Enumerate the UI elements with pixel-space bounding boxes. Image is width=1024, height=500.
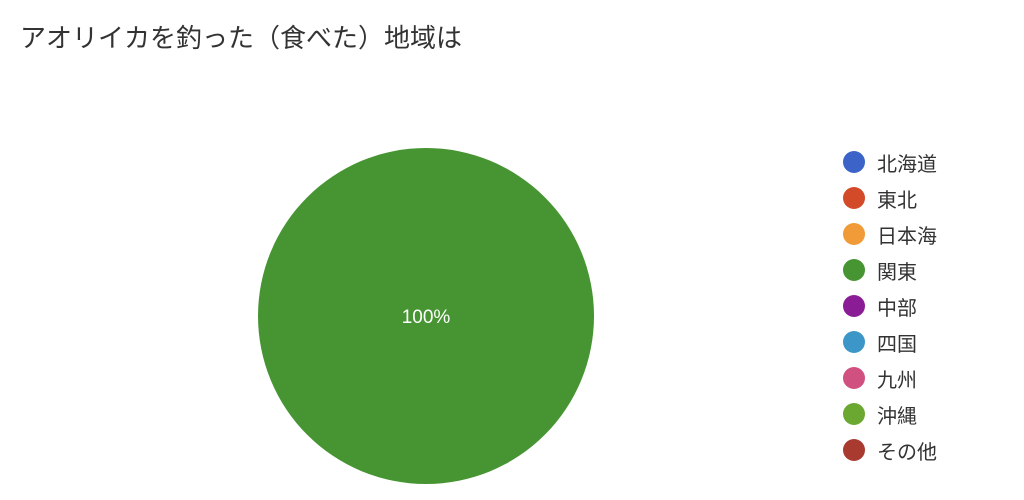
legend-swatch	[843, 295, 865, 317]
legend-item[interactable]: 北海道	[843, 144, 937, 180]
legend-label: 九州	[877, 367, 917, 392]
legend-label: 関東	[877, 259, 917, 284]
legend-swatch	[843, 403, 865, 425]
legend-label: 四国	[877, 331, 917, 356]
legend-label: 東北	[877, 187, 917, 212]
legend-label: 北海道	[877, 151, 937, 176]
legend-swatch	[843, 151, 865, 173]
legend-swatch	[843, 439, 865, 461]
legend-swatch	[843, 259, 865, 281]
legend-label: 中部	[877, 295, 917, 320]
legend-item[interactable]: 日本海	[843, 216, 937, 252]
legend-label: その他	[877, 439, 937, 464]
legend-swatch	[843, 331, 865, 353]
pie-slice-関東	[258, 148, 594, 484]
legend-item[interactable]: 沖縄	[843, 396, 937, 432]
legend-item[interactable]: 東北	[843, 180, 937, 216]
legend-item[interactable]: 関東	[843, 252, 937, 288]
legend-swatch	[843, 187, 865, 209]
legend: 北海道東北日本海関東中部四国九州沖縄その他	[843, 144, 937, 468]
legend-swatch	[843, 223, 865, 245]
legend-item[interactable]: 九州	[843, 360, 937, 396]
legend-label: 沖縄	[877, 403, 917, 428]
legend-label: 日本海	[877, 223, 937, 248]
legend-item[interactable]: 四国	[843, 324, 937, 360]
chart-title: アオリイカを釣った（食べた）地域は	[20, 24, 463, 54]
slice-label: 100%	[402, 307, 451, 328]
legend-item[interactable]: 中部	[843, 288, 937, 324]
legend-item[interactable]: その他	[843, 432, 937, 468]
legend-swatch	[843, 367, 865, 389]
